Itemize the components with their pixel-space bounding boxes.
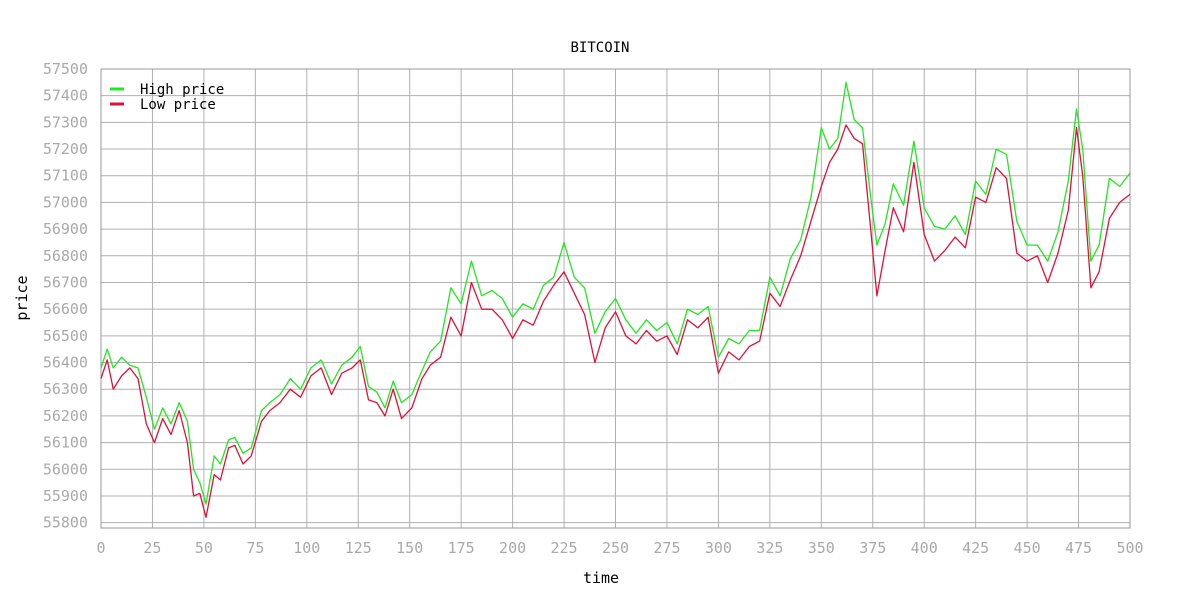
y-tick-label: 57300 <box>43 113 88 131</box>
x-tick-label: 250 <box>602 539 629 557</box>
legend: High price Low price <box>110 82 224 113</box>
x-tick-label: 25 <box>143 539 161 557</box>
x-tick-label: 50 <box>195 539 213 557</box>
legend-label-high: High price <box>140 82 224 98</box>
x-tick-label: 225 <box>551 539 578 557</box>
y-axis-label: price <box>13 275 31 320</box>
y-tick-label: 56300 <box>43 380 88 398</box>
x-tick-label: 100 <box>293 539 320 557</box>
y-tick-label: 56700 <box>43 273 88 291</box>
series-line-low-price <box>100 124 1131 518</box>
x-tick-label: 325 <box>756 539 783 557</box>
y-tick-label: 56500 <box>43 327 88 345</box>
x-tick-label: 475 <box>1065 539 1092 557</box>
y-tick-label: 55800 <box>43 514 88 532</box>
plot-frame <box>100 68 1131 529</box>
x-tick-label: 275 <box>653 539 680 557</box>
x-tick-label: 150 <box>396 539 423 557</box>
y-tick-label: 57400 <box>43 87 88 105</box>
y-tick-label: 56000 <box>43 460 88 478</box>
x-tick-label: 75 <box>246 539 264 557</box>
y-tick-label: 57500 <box>43 60 88 78</box>
chart-title: BITCOIN <box>570 40 629 56</box>
x-tick-label: 350 <box>808 539 835 557</box>
legend-label-low: Low price <box>140 97 216 113</box>
x-tick-label: 0 <box>96 539 105 557</box>
x-tick-label: 500 <box>1116 539 1143 557</box>
y-tick-label: 56100 <box>43 434 88 452</box>
y-tick-label: 57000 <box>43 193 88 211</box>
x-tick-label: 175 <box>448 539 475 557</box>
series-line-high-price <box>100 81 1131 505</box>
y-tick-label: 56900 <box>43 220 88 238</box>
y-tick-label: 55900 <box>43 487 88 505</box>
y-tick-label: 56600 <box>43 300 88 318</box>
x-tick-label: 425 <box>962 539 989 557</box>
x-axis-label: time <box>583 569 619 587</box>
x-axis-ticks: 0 25 50 75 100 125 150 175 200 225 250 275 300 325 350… <box>96 539 1143 557</box>
x-tick-label: 375 <box>859 539 886 557</box>
x-tick-label: 125 <box>345 539 372 557</box>
x-tick-label: 300 <box>705 539 732 557</box>
y-tick-label: 56800 <box>43 247 88 265</box>
y-tick-label: 57200 <box>43 140 88 158</box>
x-tick-label: 400 <box>911 539 938 557</box>
x-tick-label: 200 <box>499 539 526 557</box>
y-axis-ticks: 55800 55900 56000 56100 56200 56300 56400 56500… <box>43 60 88 532</box>
x-tick-label: 450 <box>1014 539 1041 557</box>
series-lines <box>100 81 1131 518</box>
y-tick-label: 56200 <box>43 407 88 425</box>
y-tick-label: 56400 <box>43 354 88 372</box>
y-tick-label: 57100 <box>43 167 88 185</box>
